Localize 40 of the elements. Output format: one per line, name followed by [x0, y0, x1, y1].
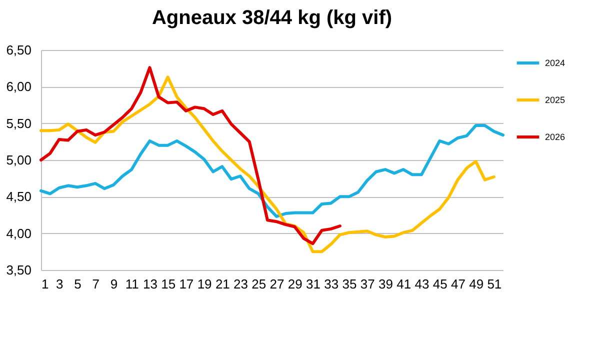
x-tick-label: 27: [270, 276, 284, 292]
y-tick-label: 6,00: [6, 79, 32, 94]
legend-label: 2024: [545, 58, 566, 68]
x-tick-label: 1: [42, 276, 49, 292]
x-tick-label: 47: [450, 276, 466, 292]
chart-title: Agneaux 38/44 kg (kg vif): [152, 7, 392, 29]
x-tick-label: 15: [161, 276, 176, 292]
x-tick-label: 23: [234, 276, 248, 292]
y-tick-label: 6,50: [6, 42, 32, 58]
x-tick-label: 21: [215, 276, 230, 292]
line-series: [40, 124, 504, 218]
y-tick-label: 5,50: [6, 116, 32, 131]
x-tick-label: 51: [487, 276, 502, 292]
x-tick-label: 9: [110, 276, 118, 292]
x-tick-label: 29: [288, 276, 302, 292]
y-tick-label: 3,50: [6, 262, 32, 278]
line-series: [40, 66, 342, 246]
x-tick-label: 7: [92, 276, 100, 292]
y-tick-label: 5,00: [6, 152, 32, 168]
y-tick-label: 4,50: [6, 189, 32, 204]
legend-label: 2025: [545, 95, 566, 105]
x-tick-label: 11: [125, 276, 139, 292]
x-tick-label: 37: [360, 276, 375, 292]
x-tick-label: 19: [197, 276, 212, 292]
x-tick-label: 17: [179, 276, 194, 292]
x-tick-label: 3: [56, 276, 64, 292]
x-tick-label: 45: [432, 276, 448, 292]
legend-label: 2026: [545, 132, 566, 142]
line-series: [40, 76, 496, 254]
x-tick-label: 35: [342, 276, 357, 292]
y-tick-label: 4,00: [6, 226, 32, 241]
x-tick-label: 31: [306, 276, 320, 292]
x-tick-label: 33: [324, 276, 339, 292]
x-tick-label: 39: [378, 276, 393, 292]
x-tick-label: 13: [142, 276, 158, 292]
x-tick-label: 49: [469, 276, 484, 292]
x-tick-label: 5: [74, 276, 82, 292]
x-tick-label: 25: [252, 276, 266, 292]
x-tick-label: 43: [414, 276, 430, 292]
x-tick-label: 41: [396, 276, 412, 292]
